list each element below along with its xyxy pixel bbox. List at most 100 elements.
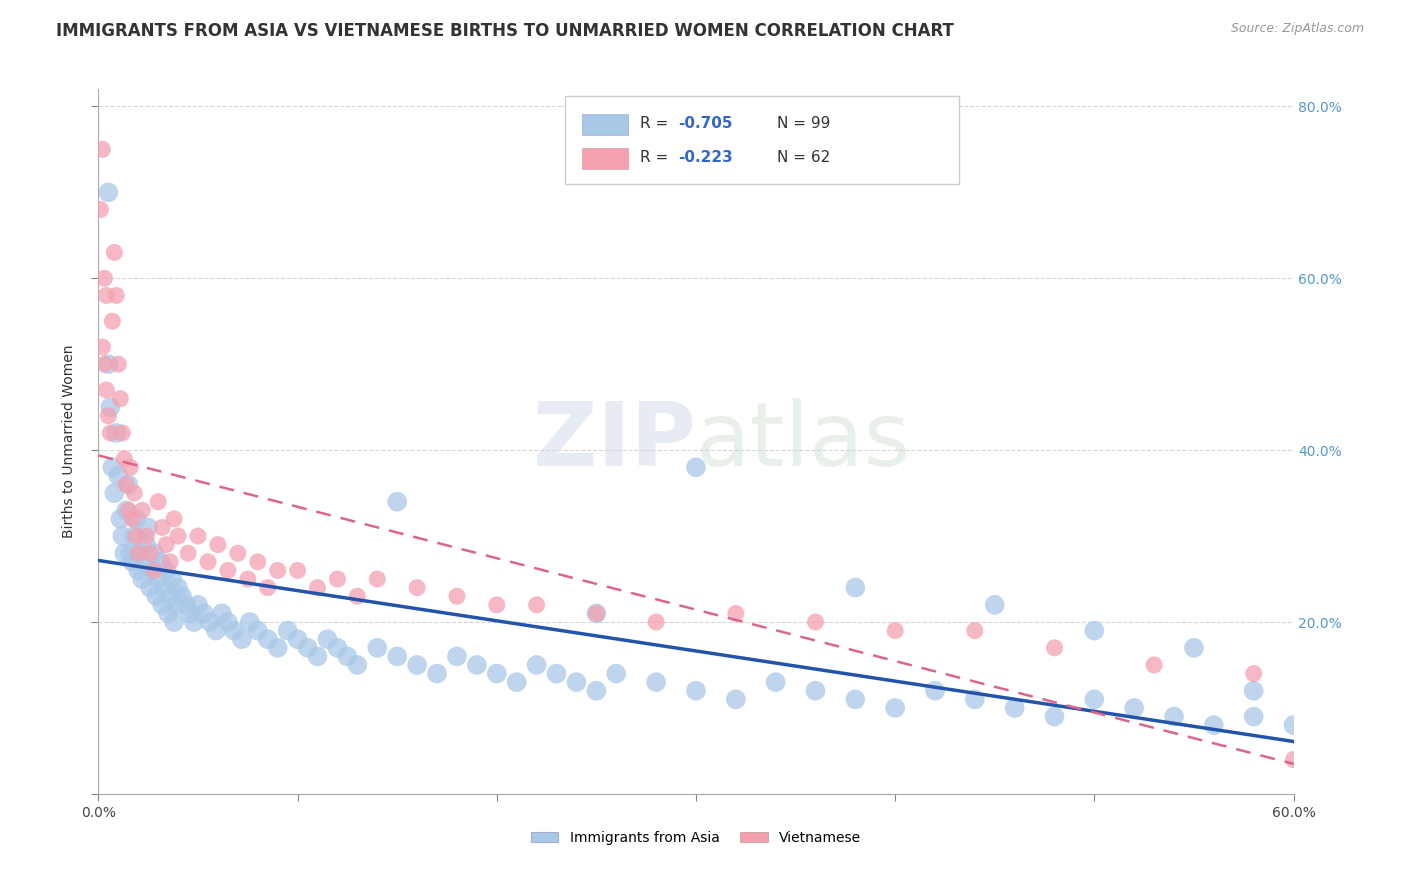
Point <box>316 632 339 647</box>
Point <box>226 546 249 560</box>
FancyBboxPatch shape <box>565 96 959 185</box>
Point <box>117 477 139 491</box>
Point <box>157 607 180 621</box>
Point <box>117 503 139 517</box>
Point <box>105 288 128 302</box>
Point <box>98 425 122 440</box>
Point <box>585 607 607 621</box>
Point <box>287 632 309 647</box>
Point <box>111 529 134 543</box>
Point <box>267 564 290 578</box>
Point <box>277 624 299 638</box>
Point <box>103 245 125 260</box>
Point <box>187 598 209 612</box>
Text: Source: ZipAtlas.com: Source: ZipAtlas.com <box>1230 22 1364 36</box>
Text: R =: R = <box>640 150 673 165</box>
Text: N = 99: N = 99 <box>778 116 831 131</box>
Point <box>155 538 177 552</box>
Point <box>222 624 245 638</box>
Point <box>131 503 153 517</box>
Point <box>465 657 488 672</box>
Point <box>125 512 148 526</box>
Point <box>585 607 607 621</box>
Point <box>110 512 132 526</box>
Point <box>1182 640 1205 655</box>
Point <box>287 564 309 578</box>
Point <box>193 607 215 621</box>
Point <box>155 564 177 578</box>
Point <box>150 598 173 612</box>
Point <box>160 572 183 586</box>
Point <box>239 615 262 629</box>
Point <box>366 572 388 586</box>
Point <box>546 666 568 681</box>
Point <box>406 657 429 672</box>
Point <box>153 581 176 595</box>
Point <box>884 624 907 638</box>
Point <box>385 649 409 664</box>
Point <box>346 589 368 603</box>
Point <box>136 520 159 534</box>
Point <box>297 640 319 655</box>
Point <box>149 555 172 569</box>
Point <box>366 640 388 655</box>
Point <box>1004 701 1026 715</box>
Point <box>645 615 668 629</box>
Point <box>148 572 170 586</box>
Point <box>163 512 186 526</box>
Point <box>129 546 152 560</box>
Point <box>844 692 866 706</box>
Point <box>96 383 118 397</box>
Point <box>685 460 707 475</box>
Point <box>105 425 128 440</box>
Point <box>205 624 228 638</box>
Point <box>115 477 138 491</box>
Point <box>150 520 173 534</box>
Point <box>110 392 132 406</box>
Point <box>326 640 349 655</box>
Point <box>141 564 163 578</box>
Point <box>127 564 149 578</box>
Point <box>217 615 239 629</box>
Point <box>346 657 368 672</box>
Point <box>121 512 143 526</box>
Text: atlas: atlas <box>696 398 911 485</box>
Text: ZIP: ZIP <box>533 398 696 485</box>
Point <box>93 357 115 371</box>
Point <box>139 546 162 560</box>
Point <box>526 598 548 612</box>
Point <box>804 615 827 629</box>
Point <box>526 657 548 672</box>
Point <box>1083 692 1105 706</box>
Point <box>924 683 946 698</box>
Point <box>1243 666 1265 681</box>
Point <box>125 529 148 543</box>
Point <box>103 486 125 500</box>
Point <box>101 460 124 475</box>
Point <box>135 538 157 552</box>
Point <box>107 469 129 483</box>
Point <box>207 538 229 552</box>
Point <box>139 581 162 595</box>
Point <box>267 640 290 655</box>
Text: N = 62: N = 62 <box>778 150 831 165</box>
Point <box>187 529 209 543</box>
Point <box>1282 752 1305 766</box>
Point <box>127 546 149 560</box>
Point <box>585 683 607 698</box>
Point <box>246 624 269 638</box>
Point <box>844 581 866 595</box>
Point <box>1243 709 1265 723</box>
Point <box>236 572 259 586</box>
Legend: Immigrants from Asia, Vietnamese: Immigrants from Asia, Vietnamese <box>524 825 868 850</box>
Point <box>197 555 219 569</box>
Point <box>167 581 190 595</box>
Point <box>91 142 114 156</box>
Point <box>385 494 409 508</box>
Point <box>211 607 233 621</box>
Point <box>131 572 153 586</box>
Point <box>167 529 190 543</box>
Point <box>120 546 142 560</box>
Point <box>111 425 134 440</box>
Point <box>121 555 143 569</box>
